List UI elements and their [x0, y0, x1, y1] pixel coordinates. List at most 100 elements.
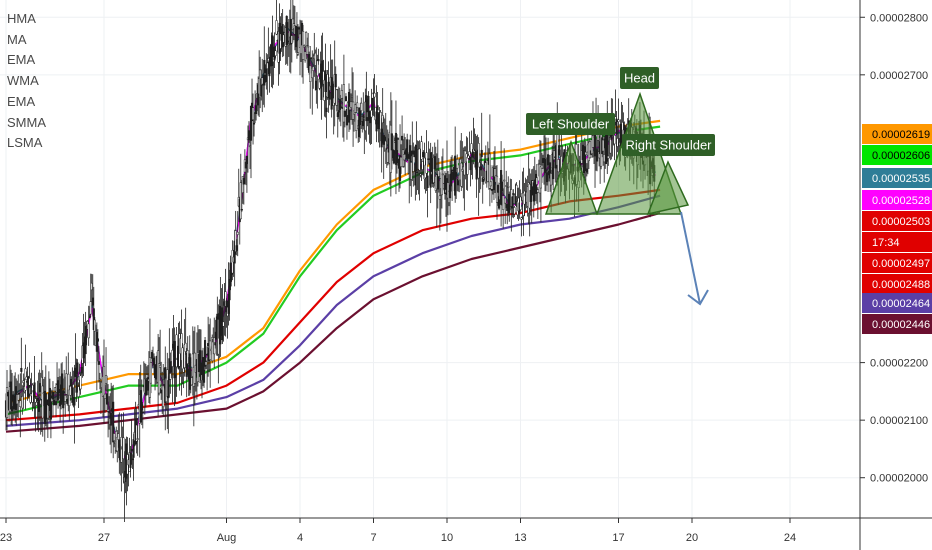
candle-body — [356, 102, 359, 108]
candle-body — [334, 73, 337, 88]
candle-body — [310, 57, 313, 60]
candle-body — [416, 171, 419, 174]
candle-body — [390, 133, 393, 151]
candle-body — [410, 162, 413, 180]
candle-body — [18, 392, 21, 395]
candle-body — [489, 181, 492, 187]
candle-body — [66, 398, 69, 404]
candle-body — [425, 152, 428, 174]
candle-body — [440, 169, 443, 196]
candle-body — [426, 175, 429, 188]
right-shoulder-label-box[interactable] — [622, 134, 715, 156]
price-tag[interactable] — [862, 190, 932, 210]
legend-hma[interactable]: HMA — [7, 11, 36, 26]
candle-body — [186, 350, 189, 364]
candle-body — [132, 439, 135, 458]
candle-body — [41, 385, 44, 419]
price-tag[interactable] — [862, 274, 932, 294]
candle-body — [214, 342, 217, 346]
candle-body — [536, 189, 539, 193]
candle-body — [97, 361, 100, 365]
time-tick-label: 20 — [686, 532, 698, 544]
price-tag-label: 0.00002528 — [872, 195, 930, 207]
candle-body — [429, 152, 432, 188]
candle-body — [418, 148, 421, 171]
candle-body — [325, 107, 328, 113]
right-shoulder-triangle[interactable] — [646, 160, 690, 216]
candle-body — [584, 151, 587, 156]
candle-body — [240, 208, 243, 211]
candle-body — [585, 168, 588, 173]
candle-body — [103, 393, 107, 399]
moving-average-line[interactable] — [5, 211, 661, 433]
candle-body — [52, 399, 56, 406]
candle-body — [468, 151, 471, 157]
candle-body — [34, 398, 37, 403]
price-tag[interactable] — [862, 253, 932, 273]
candle-body — [51, 391, 55, 400]
candle-body — [503, 179, 506, 182]
candle-body — [129, 452, 132, 468]
price-tag[interactable] — [862, 211, 932, 231]
candle-body — [490, 188, 493, 191]
candle-body — [33, 382, 36, 398]
candle-body — [20, 367, 23, 372]
projection-arrow-line[interactable] — [680, 211, 701, 305]
legend-wma[interactable]: WMA — [7, 73, 39, 89]
candle-body — [61, 373, 64, 390]
candle-body — [290, 35, 293, 44]
candle-body — [496, 184, 500, 193]
candle-body — [505, 185, 508, 187]
price-tag-label: 0.00002606 — [872, 150, 930, 162]
price-tag[interactable] — [862, 145, 932, 165]
candle-body — [22, 380, 25, 383]
legend-ema-2[interactable]: EMA — [7, 93, 36, 109]
legend-ema[interactable]: EMA — [7, 52, 36, 68]
candle-body — [25, 376, 28, 380]
candle-body — [315, 80, 318, 90]
candle-body — [370, 110, 373, 118]
head-label-box[interactable] — [620, 67, 659, 89]
candle-body — [593, 134, 597, 157]
candle-body — [159, 365, 162, 368]
candle-body — [351, 95, 354, 98]
candle-body — [263, 59, 266, 86]
candle-body — [314, 52, 317, 66]
candle-body — [343, 110, 346, 117]
candle-body — [317, 59, 320, 62]
candle-body — [523, 190, 526, 205]
candle-body — [354, 104, 357, 113]
candle-body — [558, 145, 561, 156]
price-tag[interactable] — [862, 314, 932, 334]
legend-lsma[interactable]: LSMA — [7, 135, 43, 151]
candle-body — [110, 412, 113, 426]
candle-body — [89, 301, 92, 315]
candle-body — [242, 177, 245, 185]
candle-body — [87, 323, 90, 339]
candle-body — [150, 352, 154, 359]
candle-body — [17, 394, 20, 401]
candle-body — [98, 378, 101, 381]
candle-body — [504, 197, 507, 204]
price-tag[interactable] — [862, 293, 932, 313]
price-tag-label: 0.00002488 — [872, 279, 930, 291]
candle-body — [419, 173, 422, 176]
candle-body — [352, 101, 355, 120]
time-tick-label: 24 — [784, 532, 796, 544]
candle-body — [75, 374, 78, 393]
candle-body — [251, 107, 255, 121]
left-shoulder-triangle[interactable] — [544, 139, 599, 215]
price-tag[interactable] — [862, 124, 932, 144]
legend-smma[interactable]: SMMA — [7, 114, 46, 130]
pattern-labels: Left Shoulder Head Right Shoulder — [526, 67, 715, 156]
candle-body — [31, 384, 34, 403]
left-shoulder-label-box[interactable] — [526, 113, 615, 135]
candle-body — [550, 173, 553, 186]
candle-body — [104, 375, 108, 384]
price-tag[interactable] — [862, 232, 932, 252]
legend-ma[interactable]: MA — [7, 31, 27, 47]
candle-body — [295, 26, 298, 42]
price-tag[interactable] — [862, 168, 932, 188]
candle-body — [213, 337, 216, 355]
